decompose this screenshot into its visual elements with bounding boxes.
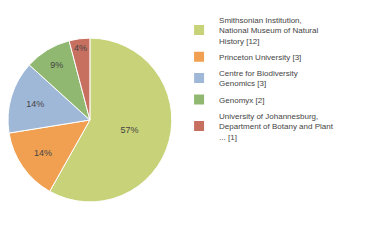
svg-text:University of Johannesburg,Dep: University of Johannesburg,Department of… (219, 112, 334, 142)
svg-text:14%: 14% (34, 148, 52, 158)
svg-text:4%: 4% (74, 43, 87, 53)
svg-text:57%: 57% (121, 125, 139, 135)
svg-text:Princeton University [3]: Princeton University [3] (219, 53, 301, 62)
svg-text:Centre for BiodiversityGenomic: Centre for BiodiversityGenomics [3] (219, 69, 298, 88)
svg-text:9%: 9% (50, 60, 63, 70)
svg-text:14%: 14% (26, 99, 44, 109)
svg-text:Genomyx [2]: Genomyx [2] (219, 96, 264, 105)
svg-text:Smithsonian Institution,Nation: Smithsonian Institution,National Museum … (219, 16, 318, 46)
